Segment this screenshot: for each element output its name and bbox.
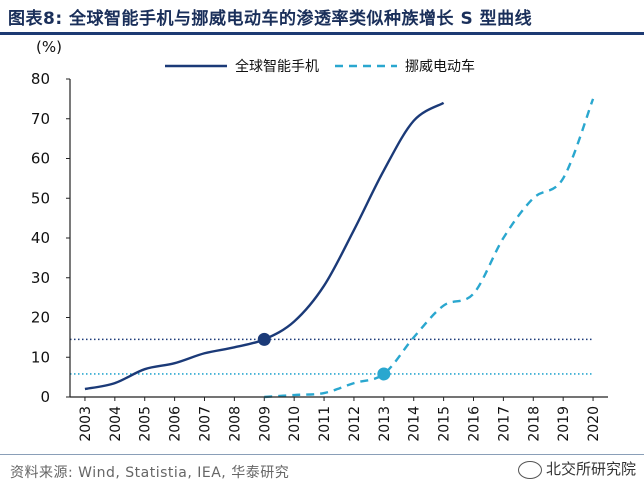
x-tick-label: 2019: [556, 406, 572, 442]
x-tick-label: 2006: [168, 406, 184, 442]
x-tick-label: 2010: [287, 406, 303, 442]
y-tick-label: 20: [31, 309, 50, 327]
x-tick-label: 2011: [317, 406, 333, 442]
watermark-text: 北交所研究院: [545, 460, 636, 478]
x-tick-label: 2018: [526, 406, 542, 442]
y-axis-unit: (%): [36, 38, 62, 56]
y-axis-ticks: 0 10 20 30 40 50 60 70 80: [31, 70, 70, 406]
series-lines: [84, 98, 595, 399]
legend: 全球智能手机 挪威电动车: [165, 58, 475, 75]
y-tick-label: 0: [40, 388, 50, 406]
x-axis-ticks: 2003 2004 2005 2006 2007 2008 2009 2010 2011 2012…: [78, 397, 602, 442]
source-note: 资料来源: Wind, Statistia, IEA, 华泰研究: [10, 465, 290, 481]
legend-label: 挪威电动车: [405, 58, 475, 75]
chart-title: 图表8: 全球智能手机与挪威电动车的渗透率类似种族增长 S 型曲线: [8, 9, 533, 29]
x-tick-label: 2017: [496, 406, 512, 442]
axes: [69, 79, 608, 398]
highlight-marker: [257, 332, 271, 346]
highlight-markers: [257, 332, 391, 381]
x-tick-label: 2014: [407, 406, 423, 442]
footer-divider: [0, 454, 644, 455]
y-tick-label: 10: [31, 348, 50, 366]
x-tick-label: 2015: [437, 406, 453, 442]
y-tick-label: 40: [31, 229, 50, 247]
x-tick-label: 2009: [257, 406, 273, 442]
x-tick-label: 2012: [347, 406, 363, 442]
x-tick-label: 2016: [467, 406, 483, 442]
title-divider: [0, 32, 644, 35]
y-tick-label: 50: [31, 189, 50, 207]
x-tick-label: 2004: [108, 406, 124, 442]
series-line-ev: [264, 98, 595, 399]
x-tick-label: 2013: [377, 406, 393, 442]
legend-label: 全球智能手机: [235, 58, 319, 75]
y-tick-label: 70: [31, 110, 50, 128]
wechat-logo-icon: [517, 460, 542, 479]
y-tick-label: 60: [31, 150, 50, 168]
y-tick-label: 30: [31, 269, 50, 287]
highlight-marker: [377, 367, 391, 381]
x-tick-label: 2005: [138, 406, 154, 442]
x-tick-label: 2008: [227, 406, 243, 442]
x-tick-label: 2003: [78, 406, 94, 442]
x-tick-label: 2020: [586, 406, 602, 442]
watermark: 北交所研究院: [517, 458, 636, 479]
y-tick-label: 80: [31, 70, 50, 88]
series-line-smartphone: [84, 101, 445, 391]
x-tick-label: 2007: [198, 406, 214, 442]
